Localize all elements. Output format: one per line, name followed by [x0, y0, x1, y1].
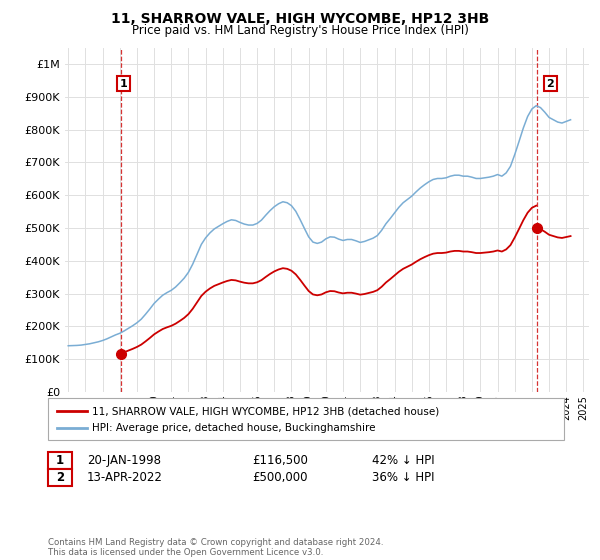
- Text: 13-APR-2022: 13-APR-2022: [87, 470, 163, 484]
- Text: 2: 2: [547, 79, 554, 88]
- Text: Contains HM Land Registry data © Crown copyright and database right 2024.
This d: Contains HM Land Registry data © Crown c…: [48, 538, 383, 557]
- Text: Price paid vs. HM Land Registry's House Price Index (HPI): Price paid vs. HM Land Registry's House …: [131, 24, 469, 37]
- Text: £500,000: £500,000: [252, 470, 308, 484]
- Text: 1: 1: [56, 454, 64, 467]
- Text: 11, SHARROW VALE, HIGH WYCOMBE, HP12 3HB: 11, SHARROW VALE, HIGH WYCOMBE, HP12 3HB: [111, 12, 489, 26]
- Text: 36% ↓ HPI: 36% ↓ HPI: [372, 470, 434, 484]
- Text: 1: 1: [119, 79, 127, 88]
- Text: 20-JAN-1998: 20-JAN-1998: [87, 454, 161, 467]
- Text: 42% ↓ HPI: 42% ↓ HPI: [372, 454, 434, 467]
- Text: £116,500: £116,500: [252, 454, 308, 467]
- Text: 11, SHARROW VALE, HIGH WYCOMBE, HP12 3HB (detached house): 11, SHARROW VALE, HIGH WYCOMBE, HP12 3HB…: [92, 406, 439, 416]
- Text: HPI: Average price, detached house, Buckinghamshire: HPI: Average price, detached house, Buck…: [92, 423, 376, 433]
- Text: 2: 2: [56, 470, 64, 484]
